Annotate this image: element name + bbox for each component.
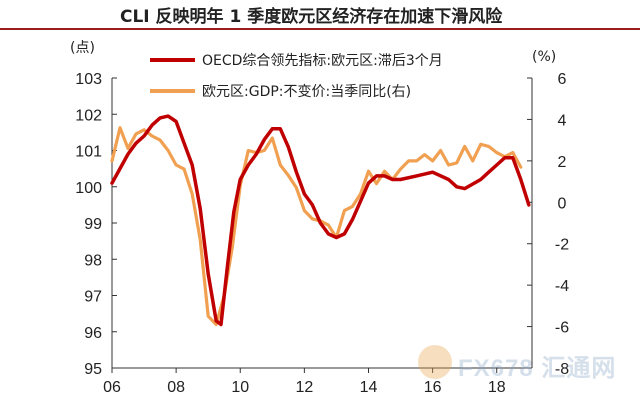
x-tick-label: 18: [488, 379, 506, 396]
series-layer: [110, 114, 531, 327]
x-tick-label: 10: [231, 379, 249, 396]
left-tick-label: 102: [75, 107, 102, 124]
left-tick-label: 103: [75, 71, 102, 88]
right-tick-label: 2: [558, 154, 567, 171]
watermark-text: FX678 汇通网: [458, 355, 617, 382]
left-tick-label: 95: [84, 361, 102, 378]
legend-label-2: 欧元区:GDP:不变价:当季同比(右): [202, 84, 411, 100]
series-line-oecd-cli: [110, 114, 531, 327]
right-tick-label: 6: [558, 71, 567, 88]
left-tick-label: 97: [84, 289, 102, 306]
left-unit-label: (点): [70, 40, 95, 56]
x-tick-label: 12: [295, 379, 313, 396]
left-tick-label: 101: [75, 144, 102, 161]
x-tick-label: 16: [424, 379, 442, 396]
watermark: FX678 汇通网: [416, 343, 626, 383]
right-tick-label: 0: [558, 195, 567, 212]
right-unit-label: (%): [532, 49, 556, 65]
x-tick-label: 06: [103, 379, 121, 396]
right-tick-label: -8: [555, 361, 569, 378]
chart-title: CLI 反映明年 1 季度欧元区经济存在加速下滑风险: [120, 7, 503, 27]
series-line-gdp-yoy: [110, 126, 523, 327]
left-tick-label: 96: [84, 325, 102, 342]
left-tick-label: 100: [75, 180, 102, 197]
left-tick-label: 98: [84, 252, 102, 269]
right-tick-label: -6: [555, 320, 569, 337]
left-tick-label: 99: [84, 216, 102, 233]
right-tick-label: -4: [555, 278, 569, 295]
right-tick-label: -2: [555, 237, 569, 254]
right-tick-label: 4: [558, 112, 567, 129]
axes: 95 96 97 98 99 100 101 102 103 -8 -6 -4 -2 0 2 4 6 06 08 10…: [70, 40, 569, 396]
legend-label-1: OECD综合领先指标:欧元区:滞后3个月: [202, 53, 443, 69]
title-bar: CLI 反映明年 1 季度欧元区经济存在加速下滑风险: [0, 0, 640, 30]
x-tick-label: 14: [360, 379, 378, 396]
watermark-logo-icon: [418, 345, 452, 379]
x-tick-label: 08: [167, 379, 185, 396]
